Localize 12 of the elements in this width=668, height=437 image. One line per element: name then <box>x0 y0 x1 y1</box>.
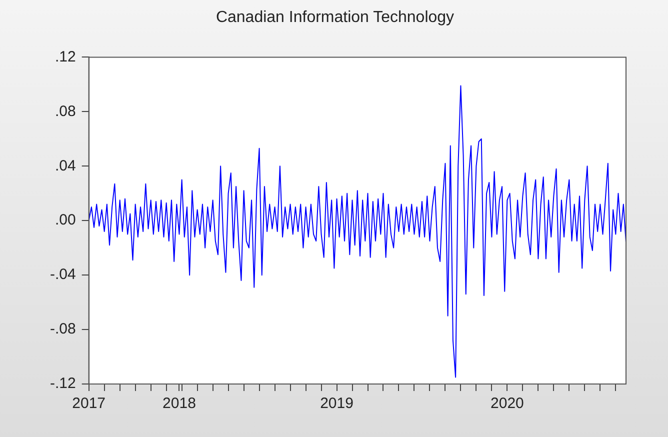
x-tick-label: 2019 <box>320 395 354 412</box>
y-tick-label: .04 <box>54 157 76 174</box>
y-tick-label: -.04 <box>50 266 76 284</box>
y-tick-label: .00 <box>54 212 76 229</box>
x-tick-label: 2017 <box>72 395 106 412</box>
y-tick-label: .08 <box>54 102 76 120</box>
y-tick-label: -.12 <box>50 375 76 392</box>
y-tick-label: .12 <box>54 48 76 66</box>
chart-title: Canadian Information Technology <box>216 9 454 26</box>
x-tick-label: 2020 <box>490 395 524 412</box>
y-tick-label: -.08 <box>50 320 76 338</box>
x-tick-label: 2018 <box>162 395 196 412</box>
